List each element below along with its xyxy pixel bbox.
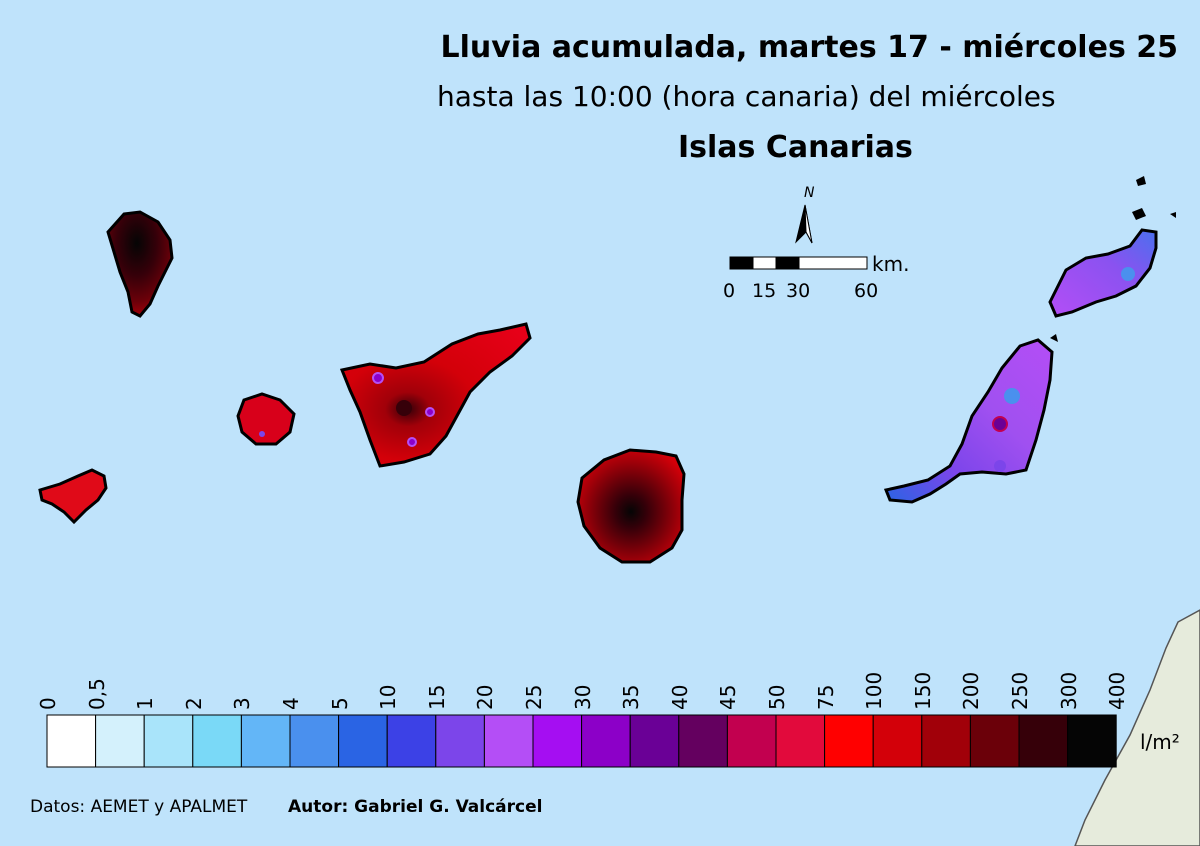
legend-swatch [240, 714, 291, 768]
island-gran-canaria [576, 448, 686, 564]
legend-swatch [921, 714, 971, 768]
scale-unit: km. [872, 252, 910, 276]
legend-threshold-label: 1 [133, 697, 158, 710]
station-dot [1121, 267, 1135, 281]
legend-swatch [581, 714, 631, 768]
station-dot [259, 431, 265, 437]
legend-swatch [435, 714, 485, 768]
legend-threshold-label: 35 [619, 684, 644, 710]
island-el-hierro [38, 468, 108, 525]
islet-lobos [1050, 334, 1058, 342]
legend-threshold-label: 30 [570, 684, 595, 710]
legend-swatch [726, 714, 777, 768]
map-subtitle: hasta las 10:00 (hora canaria) del miérc… [437, 80, 1056, 113]
legend-swatch [289, 714, 340, 768]
scale-tick-label: 60 [854, 280, 879, 302]
legend-threshold-label: 15 [424, 684, 449, 710]
station-dot [992, 416, 1008, 432]
legend-threshold-label: 200 [959, 671, 984, 710]
islet-graciosa [1132, 208, 1146, 220]
islet-alegranza [1136, 176, 1146, 186]
legend-swatch [1067, 714, 1117, 768]
station-dot [425, 407, 435, 417]
legend-threshold-label: 4 [279, 697, 303, 710]
legend-swatch [824, 714, 874, 768]
legend-swatch [143, 714, 194, 768]
legend-threshold-label: 150 [910, 671, 935, 710]
legend-color-bar [46, 714, 1117, 768]
scale-tick-label: 15 [752, 280, 777, 302]
legend-swatch [678, 714, 728, 768]
legend-threshold-label: 3 [230, 697, 255, 710]
map-title: Lluvia acumulada, martes 17 - miércoles … [440, 30, 1178, 65]
legend-swatch [386, 714, 437, 768]
station-dot [407, 437, 417, 447]
scale-tick-label: 30 [786, 280, 811, 302]
legend-threshold-label: 45 [716, 684, 741, 710]
station-dot [372, 372, 384, 384]
scale-tick-label: 0 [723, 280, 736, 302]
station-dot [1004, 388, 1020, 404]
africa-coast [1074, 609, 1200, 846]
island-lanzarote [1048, 228, 1158, 318]
legend-threshold-label: 75 [813, 684, 838, 710]
island-la-palma [106, 210, 174, 318]
legend-swatch [775, 714, 826, 768]
legend-swatch [532, 714, 583, 768]
island-la-gomera [236, 392, 296, 446]
legend-threshold-label: 0,5 [84, 678, 109, 710]
author-credit: Autor: Gabriel G. Valcárcel [288, 797, 543, 817]
legend-swatch [1018, 714, 1069, 768]
islet-montana-clara [1170, 212, 1176, 218]
region-title: Islas Canarias [678, 130, 913, 165]
legend-swatch [338, 714, 388, 768]
legend-swatch [969, 714, 1020, 768]
data-source-credit: Datos: AEMET y APALMET [30, 797, 248, 817]
legend-threshold-label: 20 [473, 684, 498, 710]
island-fuerteventura [883, 338, 1054, 504]
north-arrow-half [804, 204, 813, 244]
legend-swatch [872, 714, 923, 768]
station-dot [396, 400, 412, 416]
legend-threshold-label: 250 [1008, 671, 1032, 710]
legend-threshold-label: 10 [376, 684, 401, 710]
island-tenerife [339, 322, 532, 468]
north-label: N [804, 185, 815, 201]
legend-swatch [192, 714, 242, 768]
legend-threshold-label: 0 [36, 697, 60, 710]
legend-threshold-label: 2 [181, 697, 206, 710]
legend-unit: l/m² [1140, 730, 1180, 754]
legend-threshold-label: 50 [765, 684, 789, 710]
legend-threshold-label: 400 [1105, 671, 1130, 710]
legend-swatch [95, 714, 145, 768]
station-dot [994, 460, 1006, 472]
legend-threshold-label: 40 [667, 684, 692, 710]
scale-bar [729, 256, 868, 270]
legend-swatch [46, 714, 97, 768]
legend-threshold-label: 300 [1056, 671, 1081, 710]
legend-threshold-label: 25 [522, 684, 546, 710]
legend-swatch [629, 714, 680, 768]
legend-threshold-label: 5 [327, 697, 352, 710]
legend-threshold-label: 100 [862, 671, 887, 710]
legend-swatch [483, 714, 534, 768]
